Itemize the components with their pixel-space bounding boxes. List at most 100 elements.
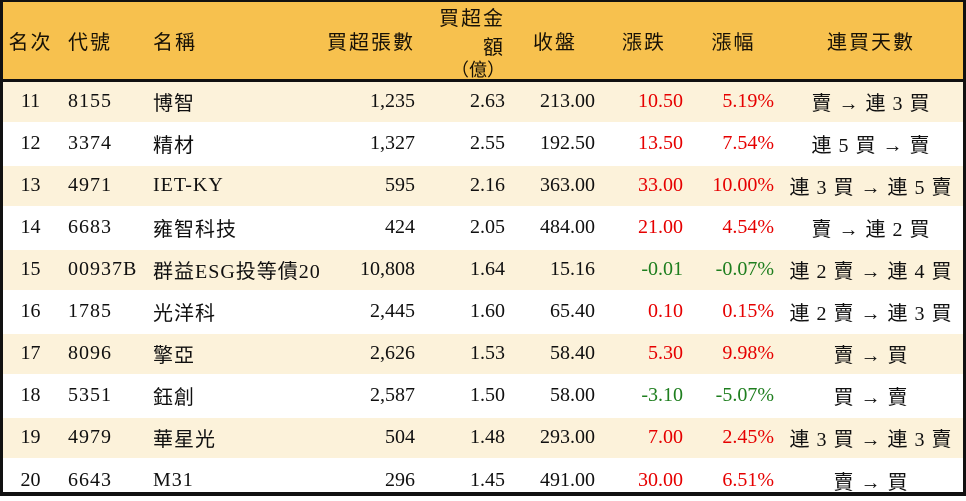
cell-streak: 連 2 賣 → 連 3 買 bbox=[779, 290, 963, 334]
cell-streak: 連 2 賣 → 連 4 買 bbox=[779, 248, 963, 292]
cell-name: IET-KY bbox=[148, 164, 325, 208]
cell-change: 33.00 bbox=[600, 164, 688, 208]
cell-amount: 1.60 bbox=[420, 290, 510, 334]
cell-pct: 4.54% bbox=[688, 206, 779, 250]
cell-name: 博智 bbox=[148, 80, 325, 124]
table-row: 18 5351 鈺創 2,587 1.50 58.00 -3.10 -5.07% 買 → 賣 bbox=[3, 374, 963, 418]
cell-streak: 賣 → 連 3 買 bbox=[779, 80, 963, 124]
cell-amount: 1.45 bbox=[470, 468, 505, 491]
cell-amount: 1.64 bbox=[420, 248, 510, 292]
cell-change: 13.50 bbox=[600, 122, 688, 166]
cell-rank: 16 bbox=[3, 290, 58, 334]
cell-close: 15.16 bbox=[510, 248, 600, 292]
cell-pct: 7.54% bbox=[688, 122, 779, 166]
cell-close: 484.00 bbox=[510, 206, 600, 250]
cell-change: 5.30 bbox=[600, 332, 688, 376]
cell-rank: 14 bbox=[3, 206, 58, 250]
cell-name: M31 bbox=[153, 468, 194, 491]
cell-streak: 連 3 買 → 連 5 賣 bbox=[779, 164, 963, 208]
cell-name: 擎亞 bbox=[148, 332, 325, 376]
cell-amount: 2.05 bbox=[420, 206, 510, 250]
column-header-streak: 連買天數 bbox=[779, 2, 963, 82]
cell-close: 491.00 bbox=[540, 468, 595, 491]
header-row: 名次 代號 名稱 買超張數 買超金額 （億） 收盤 漲跌 漲幅 連買天數 bbox=[3, 2, 963, 82]
cell-volume: 2,445 bbox=[325, 290, 420, 334]
cell-volume: 1,235 bbox=[325, 80, 420, 124]
cell-pct: 10.00% bbox=[688, 164, 779, 208]
column-header-amount: 買超金額 （億） bbox=[420, 2, 510, 82]
cell-code: 3374 bbox=[58, 122, 148, 166]
table-row: 20 6643 M31 296 1.45 491.00 30.00 6.51% 賣 → 買 bbox=[3, 459, 963, 501]
cell-volume: 504 bbox=[325, 416, 420, 460]
cell-streak: 連 5 買 → 賣 bbox=[779, 122, 963, 166]
table-header: 名次 代號 名稱 買超張數 買超金額 （億） 收盤 漲跌 漲幅 連買天數 bbox=[3, 2, 963, 82]
cell-pct: 9.98% bbox=[688, 332, 779, 376]
cell-code: 8096 bbox=[58, 332, 148, 376]
table-body: 11 8155 博智 1,235 2.63 213.00 10.50 5.19% 賣 → 連 3… bbox=[3, 80, 963, 501]
table-row: 19 4979 華星光 504 1.48 293.00 7.00 2.45% 連 3 買 → 連… bbox=[3, 416, 963, 460]
cell-code: 4971 bbox=[58, 164, 148, 208]
column-header-change: 漲跌 bbox=[600, 2, 688, 82]
table-row: 15 00937B 群益ESG投等債20 10,808 1.64 15.16 -0.01 -0… bbox=[3, 248, 963, 292]
cell-amount: 1.53 bbox=[420, 332, 510, 376]
cell-pct: 2.45% bbox=[688, 416, 779, 460]
column-header-close: 收盤 bbox=[510, 2, 600, 82]
cell-amount: 1.50 bbox=[420, 374, 510, 418]
cell-close: 192.50 bbox=[510, 122, 600, 166]
cell-code: 00937B bbox=[58, 248, 148, 292]
cell-streak: 賣 → 買 bbox=[833, 471, 909, 494]
cell-change: 7.00 bbox=[600, 416, 688, 460]
table-row: 13 4971 IET-KY 595 2.16 363.00 33.00 10.00% 連 3 … bbox=[3, 164, 963, 208]
cell-rank: 12 bbox=[3, 122, 58, 166]
cell-volume: 296 bbox=[385, 468, 415, 491]
cell-code: 6643 bbox=[68, 468, 112, 491]
cell-amount: 2.55 bbox=[420, 122, 510, 166]
column-header-amount-sublabel: （億） bbox=[451, 60, 505, 80]
cell-rank: 11 bbox=[3, 80, 58, 124]
cell-volume: 2,626 bbox=[325, 332, 420, 376]
cell-rank: 19 bbox=[3, 416, 58, 460]
cell-code: 4979 bbox=[58, 416, 148, 460]
cell-pct: 5.19% bbox=[688, 80, 779, 124]
cell-amount: 2.16 bbox=[420, 164, 510, 208]
cell-pct: 0.15% bbox=[688, 290, 779, 334]
cell-volume: 2,587 bbox=[325, 374, 420, 418]
table-row: 17 8096 擎亞 2,626 1.53 58.40 5.30 9.98% 賣 → 買 bbox=[3, 332, 963, 376]
cell-volume: 10,808 bbox=[325, 248, 420, 292]
cell-volume: 1,327 bbox=[325, 122, 420, 166]
cell-pct: -5.07% bbox=[688, 374, 779, 418]
cell-name: 華星光 bbox=[148, 416, 325, 460]
table-row: 12 3374 精材 1,327 2.55 192.50 13.50 7.54% 連 5 買 →… bbox=[3, 122, 963, 166]
column-header-code: 代號 bbox=[58, 2, 148, 82]
cell-name: 精材 bbox=[148, 122, 325, 166]
cell-close: 213.00 bbox=[510, 80, 600, 124]
cell-change: 0.10 bbox=[600, 290, 688, 334]
cell-volume: 424 bbox=[325, 206, 420, 250]
cell-code: 6683 bbox=[58, 206, 148, 250]
cell-close: 58.00 bbox=[510, 374, 600, 418]
cell-code: 8155 bbox=[58, 80, 148, 124]
cell-change: -3.10 bbox=[600, 374, 688, 418]
cell-code: 1785 bbox=[58, 290, 148, 334]
cell-code: 5351 bbox=[58, 374, 148, 418]
cell-close: 363.00 bbox=[510, 164, 600, 208]
cell-name: 鈺創 bbox=[148, 374, 325, 418]
table-row: 11 8155 博智 1,235 2.63 213.00 10.50 5.19% 賣 → 連 3… bbox=[3, 80, 963, 124]
cell-streak: 賣 → 買 bbox=[779, 332, 963, 376]
cell-amount: 2.63 bbox=[420, 80, 510, 124]
cell-rank: 18 bbox=[3, 374, 58, 418]
cell-change: 30.00 bbox=[638, 468, 683, 491]
cell-close: 58.40 bbox=[510, 332, 600, 376]
cell-streak: 連 3 買 → 連 3 賣 bbox=[779, 416, 963, 460]
column-header-rank: 名次 bbox=[3, 2, 58, 82]
cell-close: 293.00 bbox=[510, 416, 600, 460]
cell-change: 21.00 bbox=[600, 206, 688, 250]
column-header-pct: 漲幅 bbox=[688, 2, 779, 82]
cell-close: 65.40 bbox=[510, 290, 600, 334]
cell-rank: 20 bbox=[20, 468, 41, 491]
column-header-name: 名稱 bbox=[148, 2, 325, 82]
table-row: 14 6683 雍智科技 424 2.05 484.00 21.00 4.54% 賣 → 連 2… bbox=[3, 206, 963, 250]
cell-rank: 15 bbox=[3, 248, 58, 292]
cell-rank: 13 bbox=[3, 164, 58, 208]
